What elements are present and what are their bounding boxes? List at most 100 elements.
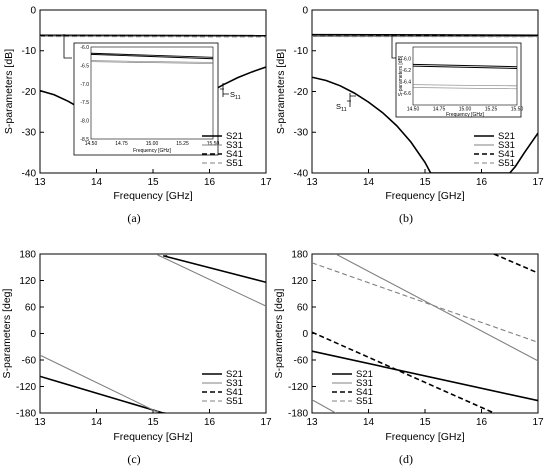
series-line-s41: [163, 254, 168, 413]
inset-y-tick: -6.5: [80, 63, 89, 69]
x-tick-label: 15: [419, 177, 431, 188]
series-line-s41: [90, 53, 214, 60]
series-line-s21: [312, 350, 538, 402]
y-tick-label: -30: [22, 128, 37, 139]
y-tick-label: -10: [22, 46, 37, 57]
legend-label: S31: [226, 140, 243, 151]
series-line-s21: [40, 254, 266, 413]
panel-caption: (b): [399, 211, 413, 225]
x-tick-label: 17: [260, 417, 272, 428]
y-tick-label: 0: [30, 6, 36, 17]
series-line-s31: [412, 84, 518, 87]
series-line-s31: [312, 254, 538, 413]
x-tick-label: 15: [147, 417, 159, 428]
x-tick-label: 16: [204, 417, 216, 428]
series-line-s41: [40, 34, 266, 38]
x-ticks: [39, 169, 267, 173]
inset-x-tick: 14.50: [85, 141, 98, 147]
series-line-s51: [155, 255, 161, 412]
legend: S21 S31 S41 S51: [202, 369, 243, 407]
y-tick-label: 0: [302, 329, 308, 340]
x-tick-label: 17: [532, 417, 544, 428]
series-lines: [312, 33, 538, 173]
y-tick-label: -20: [294, 87, 309, 98]
series-line-s21: [412, 63, 518, 68]
y-ticks: [40, 253, 44, 414]
inset-b: -6.0 -6.2 -6.4 -6.6 14.50 14.75 15.00 15…: [395, 42, 523, 118]
inset-x-tick: 14.75: [115, 141, 128, 147]
y-tick-label: -60: [294, 356, 309, 367]
x-axis-label: Frequency [GHz]: [385, 431, 464, 443]
x-tick-label: 17: [532, 177, 544, 188]
panel-d: 13 14 15 16 17 180 120 60 0 -60 -120 -18…: [273, 250, 544, 467]
legend-label: S51: [226, 158, 243, 169]
y-tick-label: -30: [294, 128, 309, 139]
inset-plot-frame: [412, 46, 518, 106]
x-tick-label: 14: [91, 177, 103, 188]
s11-label: S11: [336, 102, 347, 113]
plot-frame: [311, 253, 539, 414]
inset-y-tick: -8.0: [80, 119, 89, 125]
series-line-s31: [90, 60, 214, 63]
inset-y-tick: -6.0: [80, 45, 89, 51]
s11-label: S11: [230, 90, 241, 101]
x-tick-label: 14: [363, 177, 375, 188]
series-line-s11: [312, 76, 538, 173]
legend: S21 S31 S41 S51: [332, 369, 373, 407]
x-tick-label: 16: [204, 177, 216, 188]
inset-x-label: Frequency [GHz]: [446, 112, 484, 118]
inset-y-tick: -6.0: [402, 56, 411, 62]
y-tick-label: 0: [302, 6, 308, 17]
inset-x-tick: 14.75: [433, 107, 446, 113]
legend-label: S31: [498, 140, 515, 151]
inset-series-lines: [412, 63, 518, 90]
x-tick-label: 15: [147, 177, 159, 188]
inset-y-tick: -6.4: [402, 80, 411, 86]
legend-label: S21: [356, 369, 373, 380]
y-tick-label: -40: [22, 169, 37, 180]
panel-caption: (c): [127, 452, 140, 466]
panel-caption: (d): [399, 452, 413, 466]
inset-series-lines: [90, 52, 214, 64]
y-tick-label: -120: [16, 382, 36, 393]
series-line-s51: [312, 262, 538, 343]
x-axis-label: Frequency [GHz]: [113, 431, 192, 443]
x-tick-label: 13: [306, 177, 318, 188]
inset-y-label: S-parameters [dB]: [398, 55, 404, 96]
y-tick-label: 60: [25, 303, 37, 314]
zoom-arrow: [63, 34, 72, 59]
legend-label: S41: [226, 149, 243, 160]
x-tick-label: 13: [34, 417, 46, 428]
y-tick-label: 120: [19, 276, 36, 287]
x-tick-label: 16: [476, 417, 488, 428]
y-axis-label: S-parameters [dB]: [3, 49, 15, 134]
y-tick-label: -40: [294, 169, 309, 180]
legend-label: S21: [226, 369, 243, 380]
legend: S21 S31 S41 S51: [474, 131, 515, 169]
x-tick-label: 14: [363, 417, 375, 428]
series-line-s51: [412, 87, 518, 90]
x-tick-label: 16: [476, 177, 488, 188]
x-axis-label: Frequency [GHz]: [385, 190, 464, 202]
legend-label: S41: [226, 387, 243, 398]
inset-y-tick: -6.6: [402, 91, 411, 97]
y-tick-label: 0: [30, 329, 36, 340]
y-tick-label: -120: [288, 382, 308, 393]
y-tick-label: 180: [291, 250, 308, 261]
series-line-s21: [90, 52, 214, 58]
inset-x-tick: 15.25: [176, 141, 189, 147]
series-line-s31: [40, 254, 266, 413]
series-lines: [40, 254, 266, 413]
s11-annotation: S11: [336, 93, 356, 113]
inset-x-tick: 14.50: [407, 107, 420, 113]
inset-x-tick: 15.00: [459, 107, 472, 113]
s11-annotation: S11: [220, 83, 241, 101]
x-tick-label: 14: [91, 417, 103, 428]
y-ticks: [312, 9, 316, 174]
inset-plot-frame: [90, 46, 214, 140]
legend-label: S51: [226, 396, 243, 407]
series-line-s51: [90, 61, 214, 64]
y-tick-label: -180: [16, 409, 36, 420]
legend-label: S21: [226, 131, 243, 142]
